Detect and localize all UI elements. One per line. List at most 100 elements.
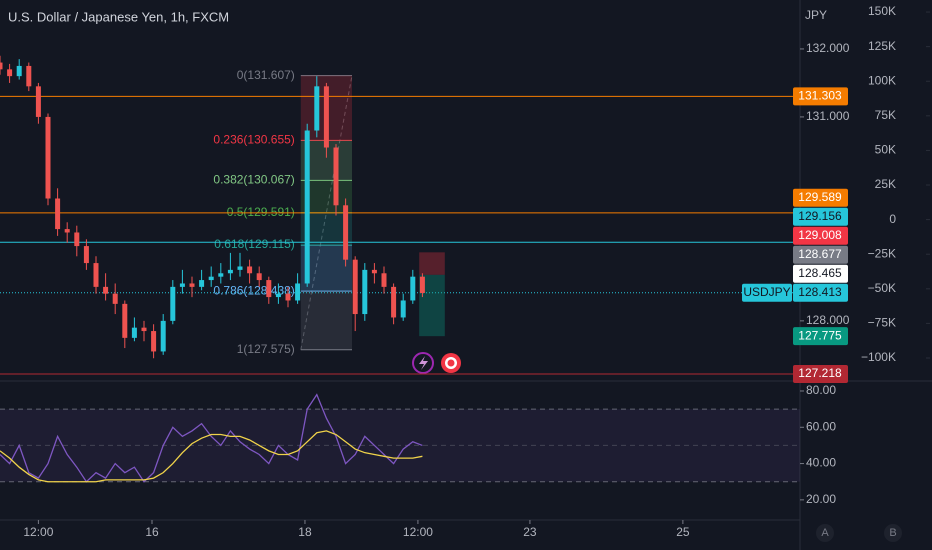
candle-body	[93, 263, 99, 287]
candle-body	[179, 283, 185, 287]
y2-tick-label: −50K	[868, 281, 896, 295]
y2-tick-label: −75K	[868, 316, 896, 330]
price-tag	[793, 207, 848, 226]
candle-body	[170, 286, 176, 321]
rsi-line	[0, 393, 423, 483]
x-tick-label: 18	[298, 525, 312, 539]
candle-body	[410, 276, 416, 301]
axis-button-label: A	[821, 527, 829, 539]
x-tick-label: 16	[145, 525, 159, 539]
price-tag	[793, 283, 848, 302]
price-tag-label: 128.465	[798, 266, 842, 280]
candle-body	[160, 320, 166, 352]
price-tag	[793, 264, 848, 283]
rsi-tick-label: 60.00	[806, 419, 836, 433]
price-tag-label: 131.303	[798, 88, 842, 102]
fib-label: 0(131.607)	[237, 68, 295, 82]
y2-tick-label: 125K	[868, 39, 896, 53]
candle-body	[208, 276, 214, 281]
candle-body	[371, 269, 377, 274]
price-tag	[793, 226, 848, 245]
alert-icon[interactable]	[412, 352, 434, 374]
price-tag	[793, 87, 848, 106]
rsi-pane	[0, 383, 800, 520]
price-tag-label: 127.775	[798, 328, 842, 342]
candle-body	[122, 303, 128, 338]
rsi-line	[0, 430, 423, 483]
fib-edge	[300, 75, 353, 350]
y-tick-label: 131.000	[806, 109, 850, 123]
fib-label: 0.5(129.591)	[227, 205, 295, 219]
price-tag	[793, 188, 848, 207]
candle-body	[7, 69, 13, 77]
rsi-tick-label: 40.00	[806, 456, 836, 470]
price-tag-label: 129.589	[798, 190, 842, 204]
rsi-tick-label: 20.00	[806, 492, 836, 506]
fib-zone	[300, 291, 352, 350]
y2-tick-label: 75K	[875, 108, 896, 122]
candle-body	[323, 86, 329, 148]
x-tick-label: 25	[676, 525, 690, 539]
price-tag	[793, 365, 848, 384]
currency-label: JPY	[805, 8, 827, 22]
candle-body	[256, 273, 262, 281]
candle-body	[266, 280, 272, 298]
fib-label: 0.236(130.655)	[213, 133, 294, 147]
candle-body	[295, 283, 301, 301]
candle-body	[55, 198, 61, 230]
record-icon[interactable]	[441, 353, 461, 373]
rsi-band	[0, 409, 800, 482]
candle-body	[189, 283, 195, 287]
candle-body	[381, 273, 387, 287]
candle-body	[45, 116, 51, 199]
candle-body	[227, 269, 233, 274]
candle-body	[0, 62, 3, 70]
candle-body	[352, 259, 358, 315]
y2-tick-label: 150K	[868, 4, 896, 18]
fib-label: 0.382(130.067)	[213, 173, 294, 187]
candle-body	[131, 327, 137, 338]
candle-body	[247, 266, 253, 274]
price-tag-label: 127.218	[798, 366, 842, 380]
candle-body	[218, 273, 224, 277]
symbol-tag-label: USDJPY	[743, 285, 790, 299]
axis-button[interactable]	[816, 524, 834, 542]
candle-body	[16, 65, 22, 77]
fib-label: 1(127.575)	[237, 342, 295, 356]
y2-tick-label: 25K	[875, 177, 896, 191]
candle-body	[199, 280, 205, 287]
y2-tick-label: 50K	[875, 143, 896, 157]
x-tick-label: 12:00	[23, 525, 53, 539]
price-tag	[793, 327, 848, 346]
x-tick-label: 23	[523, 525, 537, 539]
axis-button[interactable]	[884, 524, 902, 542]
position-risk	[419, 252, 445, 275]
y2-tick-label: 100K	[868, 73, 896, 87]
y2-tick-label: −100K	[861, 350, 896, 364]
candle-body	[419, 276, 425, 293]
candle-body	[74, 232, 80, 247]
candle-body	[26, 65, 32, 87]
candle-body	[285, 293, 291, 301]
candle-body	[400, 300, 406, 318]
candle-body	[343, 205, 349, 260]
price-tag-label: 129.008	[798, 228, 842, 242]
rsi-tick-label: 80.00	[806, 383, 836, 397]
x-tick-label: 12:00	[403, 525, 433, 539]
candle-body	[275, 293, 281, 298]
price-tag	[793, 245, 848, 264]
axis-button-label: B	[889, 527, 896, 539]
candle-body	[141, 327, 147, 332]
candle-body	[391, 286, 397, 318]
symbol-tag	[742, 283, 792, 302]
candle-body	[112, 293, 118, 304]
candle-body	[35, 86, 41, 117]
y2-tick-label: 0	[889, 212, 896, 226]
candle-body	[314, 86, 320, 131]
chart-title: U.S. Dollar / Japanese Yen, 1h, FXCM	[8, 9, 229, 24]
candle-body	[64, 229, 70, 233]
candle-body	[362, 269, 368, 315]
candle-body	[304, 130, 310, 284]
